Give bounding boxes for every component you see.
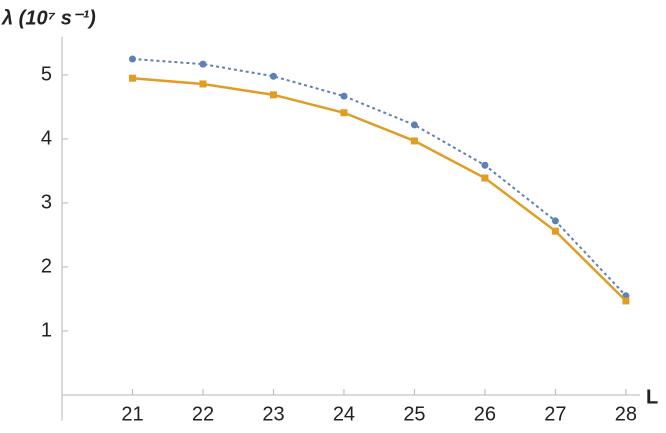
x-tick-label: 28	[615, 403, 637, 425]
y-tick-label: 3	[41, 191, 52, 213]
y-tick-label: 2	[41, 255, 52, 277]
y-tick-label: 4	[41, 127, 52, 149]
x-axis-label: L	[646, 386, 658, 408]
series-line	[132, 76, 627, 302]
point	[128, 55, 136, 63]
y-axis-label: λ (10⁷ s⁻¹)	[1, 7, 96, 29]
point	[551, 227, 559, 235]
y-tick-label: 5	[41, 63, 52, 85]
x-tick-label: 23	[262, 403, 284, 425]
y-tick-label: 1	[41, 319, 52, 341]
x-tick-label: 26	[474, 403, 496, 425]
series-line	[132, 58, 627, 297]
point	[128, 74, 136, 82]
point	[340, 92, 348, 100]
point	[481, 161, 489, 169]
point	[410, 121, 418, 129]
point	[551, 217, 559, 225]
point	[269, 91, 277, 99]
point	[481, 174, 489, 182]
x-tick-label: 21	[121, 403, 143, 425]
x-tick-label: 22	[192, 403, 214, 425]
point	[269, 72, 277, 80]
point	[340, 109, 348, 117]
x-tick-label: 27	[544, 403, 566, 425]
x-tick-label: 24	[333, 403, 355, 425]
point	[199, 80, 207, 88]
x-tick-label: 25	[403, 403, 425, 425]
point	[410, 137, 418, 145]
point	[199, 60, 207, 68]
point	[622, 297, 630, 305]
